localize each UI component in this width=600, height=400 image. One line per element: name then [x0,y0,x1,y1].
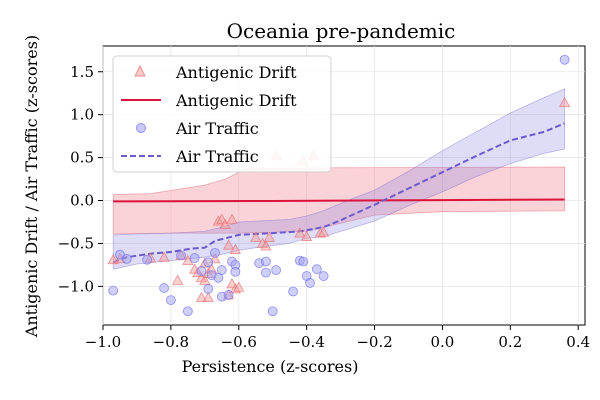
air-traffic-point [189,253,200,263]
air-traffic-point [196,266,207,276]
legend-item-air-traffic-line: Air Traffic [121,147,259,166]
y-tick-label: −0.5 [58,234,94,252]
antigenic-drift-point [300,230,313,241]
chart-title: Oceania pre-pandemic [227,19,456,43]
air-traffic-point [223,290,234,300]
antigenic-drift-point [219,218,231,229]
legend-label: Antigenic Drift [175,91,297,110]
antigenic-drift-point [263,231,276,242]
air-traffic-point [318,271,329,281]
air-traffic-point [182,306,193,317]
x-tick-label: 0.4 [566,333,590,351]
legend-box [112,55,332,173]
legend-item-antigenic-drift-points: Antigenic Drift [134,63,297,82]
x-tick-label: −0.6 [221,333,257,351]
air-traffic-point [165,295,176,306]
x-tick-label: −0.8 [153,333,189,351]
legend-label: Antigenic Drift [175,63,297,82]
antigenic-drift-point [226,213,238,224]
antigenic-drift-point [199,274,211,285]
antigenic-drift-point [171,274,184,285]
antigenic-drift-point [222,239,235,250]
axis-ticks: −1.0 −0.8 −0.6 −0.4 −0.2 0.0 0.2 0.4 −1.0 −0.5 0.0… [58,63,591,351]
air-traffic-point [311,264,322,275]
air-traffic-point [288,286,298,297]
antigenic-drift-line [113,198,565,203]
air-traffic-point [203,257,214,268]
x-tick-label: −1.0 [85,333,121,351]
y-axis-label: Antigenic Drift / Air Traffic (z-scores) [22,35,41,338]
air-traffic-point [108,285,119,296]
legend: Antigenic Drift Antigenic Drift Air Traf… [112,55,332,173]
antigenic-drift-point [202,291,214,302]
air-traffic-point [305,278,315,288]
x-axis-label: Persistence (z-scores) [182,357,359,376]
air-traffic-point [142,254,153,265]
air-traffic-point [230,266,241,277]
x-tick-label: 0.2 [498,333,522,351]
legend-triangle-marker-icon [134,64,146,77]
legend-item-air-traffic-points: Air Traffic [136,119,259,138]
air-traffic-point [216,265,227,275]
y-tick-label: 0.5 [70,149,94,167]
y-tick-label: 1.0 [70,106,94,124]
legend-label: Air Traffic [175,147,259,166]
antigenic-drift-point [260,240,272,251]
x-tick-label: −0.4 [288,333,324,351]
legend-item-antigenic-drift-line: Antigenic Drift [121,91,297,110]
antigenic-drift-point [229,243,242,254]
air-traffic-point [261,267,271,278]
legend-circle-marker-icon [136,123,146,133]
air-traffic-point [298,256,309,267]
antigenic-drift-point [558,96,571,108]
antigenic-drift-point [250,231,262,242]
air-traffic-point [261,256,271,267]
antigenic-drift-point [195,291,208,302]
y-tick-label: 0.0 [70,192,94,210]
antigenic-drift-point [158,251,170,262]
air-traffic-point [176,250,186,261]
antigenic-drift-point [294,227,306,238]
legend-label: Air Traffic [175,119,259,138]
antigenic-drift-point [233,281,245,292]
air-traffic-point [271,265,282,275]
y-tick-label: 1.5 [70,63,94,81]
air-traffic-point [159,283,169,293]
x-tick-label: −0.2 [356,333,392,351]
air-traffic-point [121,253,132,264]
x-tick-label: 0.0 [431,333,455,351]
air-traffic-point [559,54,570,65]
air-traffic-point [203,284,214,294]
air-traffic-point [267,306,278,317]
antigenic-drift-point [317,226,330,237]
air-traffic-point [210,247,220,258]
y-tick-label: −1.0 [58,277,94,295]
